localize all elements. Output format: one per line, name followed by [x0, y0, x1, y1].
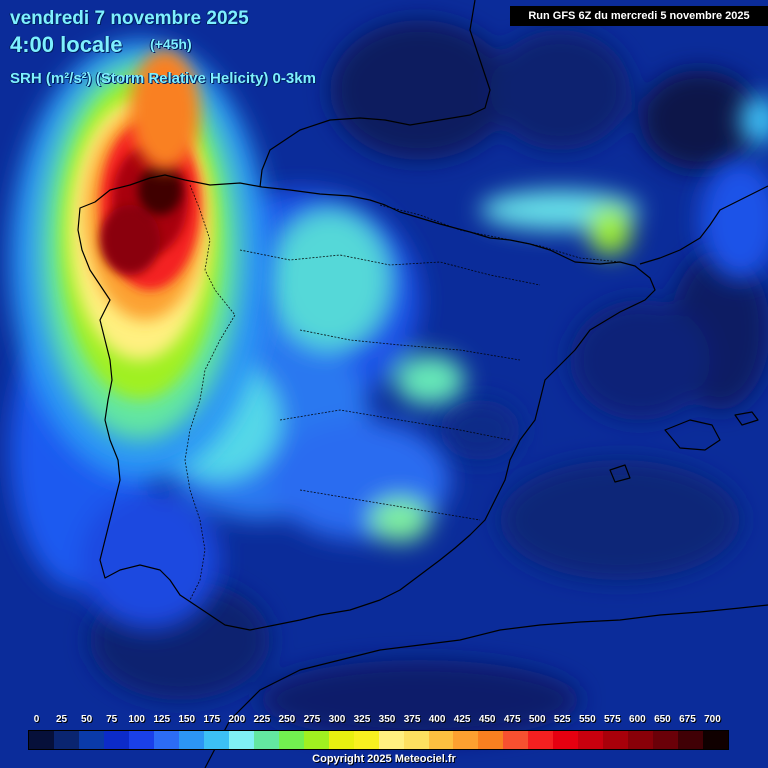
france-coastline — [259, 0, 491, 188]
coastlines — [77, 0, 768, 768]
spanish-region-borders — [239, 249, 541, 521]
legend-swatch — [403, 731, 429, 749]
legend-label: 700 — [704, 714, 721, 725]
balearic-ibiza — [609, 464, 631, 483]
legend-label: 525 — [553, 714, 571, 725]
france-spain-border — [379, 204, 621, 263]
legend-label: 300 — [328, 714, 346, 725]
legend-label: 175 — [203, 714, 221, 725]
legend-swatch — [553, 731, 579, 749]
legend-swatch — [153, 731, 179, 749]
legend-label: 425 — [453, 714, 471, 725]
legend-labels: 0 25 50 75 100 125 150 175 200 225 250 275 300 325 350… — [28, 714, 732, 728]
balearic-mallorca — [664, 419, 721, 451]
africa-coastline — [204, 604, 768, 768]
forecast-lead-time: (+45h) — [150, 36, 192, 52]
legend-label: 375 — [403, 714, 421, 725]
legend-label: 325 — [353, 714, 371, 725]
legend-swatch — [29, 731, 54, 749]
legend-label: 475 — [503, 714, 521, 725]
legend-swatch — [528, 731, 554, 749]
legend-swatch — [478, 731, 504, 749]
legend-label: 575 — [603, 714, 621, 725]
legend-label: 275 — [303, 714, 321, 725]
legend-label: 650 — [654, 714, 671, 725]
legend-swatch — [378, 731, 404, 749]
legend-label: 450 — [478, 714, 496, 725]
legend-swatch — [428, 731, 454, 749]
legend-swatch — [678, 731, 704, 749]
legend-swatch — [578, 731, 604, 749]
legend-swatch — [628, 731, 654, 749]
legend-swatch — [228, 731, 254, 749]
legend-label: 400 — [428, 714, 446, 725]
legend-label: 550 — [578, 714, 596, 725]
legend-label: 25 — [55, 714, 68, 725]
legend-label: 50 — [81, 714, 93, 725]
legend-swatch — [103, 731, 129, 749]
borders — [184, 184, 621, 601]
legend-swatch — [603, 731, 629, 749]
legend-label: 600 — [629, 714, 646, 725]
legend-swatch — [78, 731, 104, 749]
legend-label: 500 — [528, 714, 546, 725]
model-run-label: Run GFS 6Z du mercredi 5 novembre 2025 — [510, 6, 768, 26]
high-srh-plume — [10, 40, 270, 480]
legend-swatch — [653, 731, 679, 749]
legend-label: 200 — [228, 714, 246, 725]
legend-swatch — [128, 731, 154, 749]
legend-label: 0 — [33, 714, 40, 725]
legend-label: 225 — [253, 714, 271, 725]
color-legend: 0 25 50 75 100 125 150 175 200 225 250 275 300 325 350… — [0, 708, 768, 768]
legend-swatch — [253, 731, 279, 749]
legend-label: 125 — [153, 714, 171, 725]
legend-swatch — [703, 731, 729, 749]
copyright-notice: Copyright 2025 Meteociel.fr — [312, 753, 456, 765]
legend-label: 350 — [378, 714, 396, 725]
legend-swatch — [278, 731, 304, 749]
forecast-date: vendredi 7 novembre 2025 — [10, 8, 249, 29]
legend-swatch — [503, 731, 529, 749]
france-mediterranean-coast — [639, 185, 768, 265]
iberia-coastline — [77, 174, 656, 631]
balearic-menorca — [734, 411, 759, 426]
legend-label: 100 — [128, 714, 145, 725]
legend-color-bar — [28, 730, 729, 750]
legend-label: 150 — [178, 714, 196, 725]
legend-label: 250 — [278, 714, 296, 725]
legend-swatch — [178, 731, 204, 749]
legend-swatch — [453, 731, 479, 749]
legend-swatch — [53, 731, 79, 749]
low-srh-zones — [90, 20, 768, 740]
portugal-spain-border — [184, 184, 236, 601]
legend-swatch — [328, 731, 354, 749]
legend-swatch — [353, 731, 379, 749]
forecast-time: 4:00 locale — [10, 32, 123, 57]
parameter-title: SRH (m²/s²) (Storm Relative Helicity) 0-… — [10, 70, 316, 87]
legend-label: 75 — [106, 714, 118, 725]
legend-label: 675 — [679, 714, 696, 725]
legend-swatch — [203, 731, 229, 749]
legend-swatch — [303, 731, 329, 749]
